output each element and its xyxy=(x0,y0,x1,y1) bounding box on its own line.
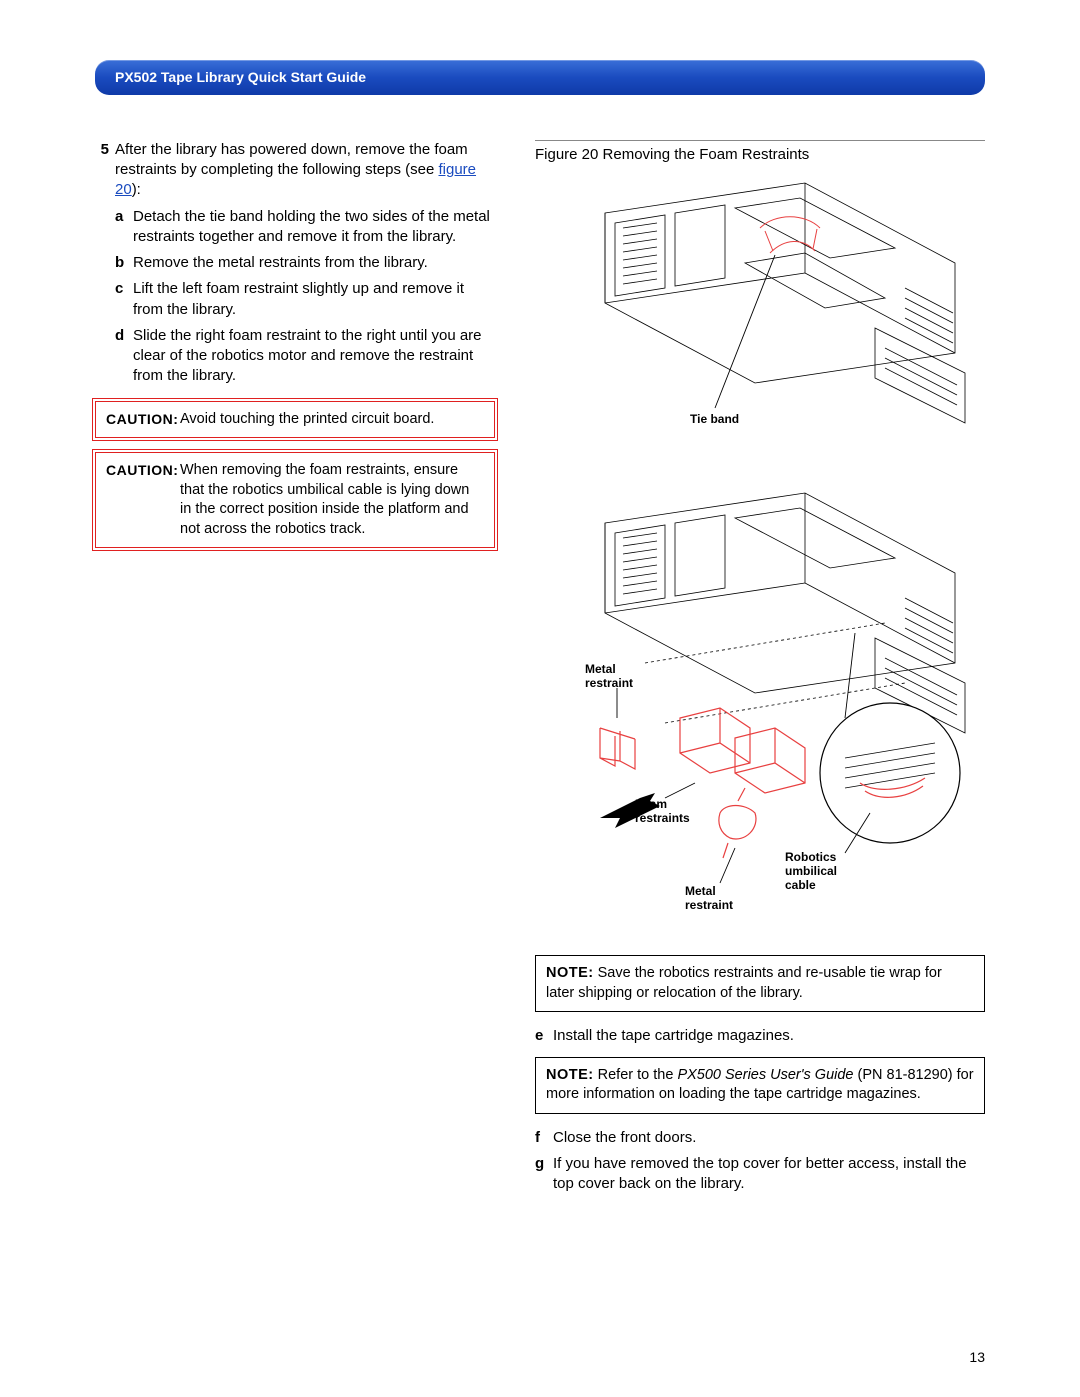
note-box-1: NOTE: Save the robotics restraints and r… xyxy=(535,955,985,1012)
caution-label: CAUTION: xyxy=(106,461,180,539)
right-column: Figure 20 Removing the Foam Restraints xyxy=(535,140,985,1201)
figure-top-drawing xyxy=(545,173,975,473)
figure-label-foam-restraints: Foam restraints xyxy=(635,798,705,826)
figure-label-metal-restraint: Metal restraint xyxy=(585,663,645,691)
figure-label-metal-restraint-2: Metal restraint xyxy=(685,885,745,913)
substep-text: Lift the left foam restraint slightly up… xyxy=(133,279,495,320)
step-intro-b: ): xyxy=(132,181,141,198)
note-label: NOTE: xyxy=(546,1067,594,1083)
substep-g: g If you have removed the top cover for … xyxy=(535,1154,985,1195)
header-title: PX502 Tape Library Quick Start Guide xyxy=(115,69,366,85)
substep-c: c Lift the left foam restraint slightly … xyxy=(115,279,495,320)
step-intro-a: After the library has powered down, remo… xyxy=(115,141,468,178)
caution-box-1: CAUTION: Avoid touching the printed circ… xyxy=(95,401,495,439)
substep-letter: c xyxy=(115,279,133,320)
figure-caption: Figure 20 Removing the Foam Restraints xyxy=(535,140,985,165)
header-bar: PX502 Tape Library Quick Start Guide xyxy=(95,60,985,95)
substep-text: Slide the right foam restraint to the ri… xyxy=(133,326,495,387)
substep-letter: e xyxy=(535,1026,553,1046)
figure-area: Tie band xyxy=(535,173,985,943)
step-number: 5 xyxy=(95,140,115,201)
note-text: Save the robotics restraints and re-usab… xyxy=(546,965,942,1001)
caution-label: CAUTION: xyxy=(106,410,180,430)
substep-letter: g xyxy=(535,1154,553,1195)
note-emphasis: PX500 Series User's Guide xyxy=(677,1067,853,1083)
substep-text: Install the tape cartridge magazines. xyxy=(553,1026,985,1046)
figure-bottom-drawing xyxy=(545,483,975,923)
note-box-2: NOTE: Refer to the PX500 Series User's G… xyxy=(535,1057,985,1114)
substep-e: e Install the tape cartridge magazines. xyxy=(535,1026,985,1046)
substep-d: d Slide the right foam restraint to the … xyxy=(115,326,495,387)
caution-box-2: CAUTION: When removing the foam restrain… xyxy=(95,452,495,548)
substep-letter: d xyxy=(115,326,133,387)
substep-text: Detach the tie band holding the two side… xyxy=(133,207,495,248)
substep-b: b Remove the metal restraints from the l… xyxy=(115,253,495,273)
step-intro: After the library has powered down, remo… xyxy=(115,140,495,201)
figure-label-tie-band: Tie band xyxy=(690,413,739,427)
content-columns: 5 After the library has powered down, re… xyxy=(95,140,985,1201)
figure-label-robotics-cable: Robotics umbilical cable xyxy=(785,851,855,892)
substep-f: f Close the front doors. xyxy=(535,1128,985,1148)
note-label: NOTE: xyxy=(546,965,594,981)
page-number: 13 xyxy=(969,1348,985,1367)
substep-letter: b xyxy=(115,253,133,273)
caution-text: When removing the foam restraints, ensur… xyxy=(180,461,484,539)
left-column: 5 After the library has powered down, re… xyxy=(95,140,495,1201)
substep-letter: f xyxy=(535,1128,553,1148)
step-5: 5 After the library has powered down, re… xyxy=(95,140,495,201)
caution-text: Avoid touching the printed circuit board… xyxy=(180,410,484,430)
substep-a: a Detach the tie band holding the two si… xyxy=(115,207,495,248)
substep-text: If you have removed the top cover for be… xyxy=(553,1154,985,1195)
note-pre: Refer to the xyxy=(598,1067,678,1083)
substep-text: Remove the metal restraints from the lib… xyxy=(133,253,495,273)
substep-text: Close the front doors. xyxy=(553,1128,985,1148)
substep-letter: a xyxy=(115,207,133,248)
